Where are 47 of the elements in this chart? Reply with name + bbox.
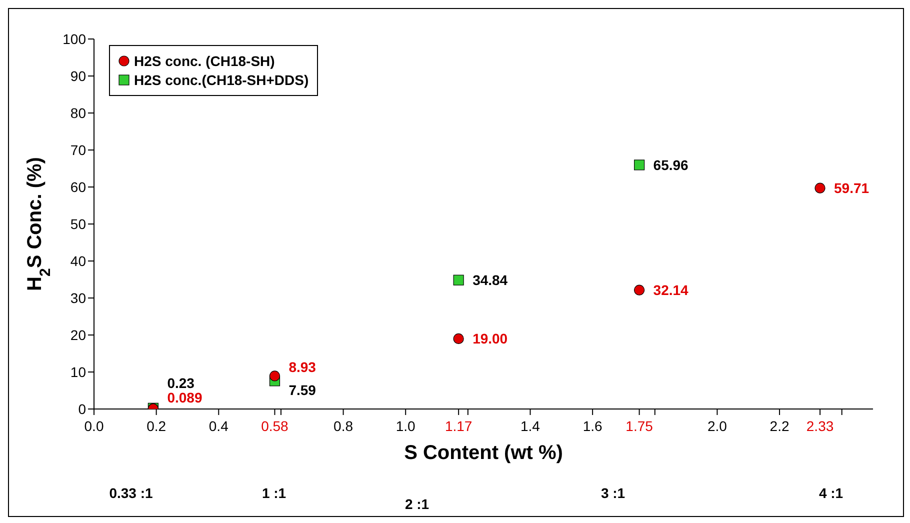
point <box>634 284 645 296</box>
data-label: 19.00 <box>472 330 508 347</box>
text: 1 :1 <box>260 485 288 501</box>
x-tick-label: 0.0 <box>84 418 104 434</box>
y-tick-label: 70 <box>70 142 86 158</box>
point <box>634 160 645 170</box>
y-tick-label: 30 <box>70 290 86 306</box>
y-tick-label: 80 <box>70 104 86 121</box>
x-tick-label: 1.4 <box>520 418 540 434</box>
point <box>453 274 464 286</box>
text: 4 :1 <box>818 485 844 501</box>
point <box>269 370 280 382</box>
data-label: 34.84 <box>472 272 508 288</box>
legend-label: H2S conc. (CH18-SH) <box>134 53 275 69</box>
data-label: 59.71 <box>834 180 870 196</box>
y-tick-label: 10 <box>70 364 86 380</box>
y-tick-label: 60 <box>70 178 86 195</box>
x-tick-label: 2.2 <box>770 418 790 434</box>
text: 0.58 <box>261 418 289 434</box>
y-tick-label: 0 <box>78 400 86 417</box>
data-label: 7.59 <box>288 382 316 398</box>
y-tick-label: 100 <box>62 30 86 47</box>
data-label: 0.089 <box>167 390 202 406</box>
y-tick-label: 20 <box>70 326 86 343</box>
point <box>453 333 464 344</box>
data-label: 65.96 <box>653 156 689 173</box>
data-label: 0.23 <box>167 375 195 392</box>
text: 3 :1 <box>600 485 626 501</box>
text: 1.75 <box>626 418 654 434</box>
y-tick-label: 50 <box>70 216 86 232</box>
text: 2 :1 <box>404 496 430 512</box>
x-axis-title: S Content (wt %) <box>404 442 563 464</box>
x-tick-label: 0.8 <box>334 418 354 434</box>
x-tick-label: 0.4 <box>208 418 229 434</box>
data-label: 32.14 <box>653 282 689 298</box>
text: 0.33 :1 <box>108 485 154 501</box>
y-tick-label: 90 <box>70 68 86 84</box>
x-tick-label: 2.0 <box>707 418 728 434</box>
data-label: 8.93 <box>288 358 316 375</box>
point <box>814 182 826 194</box>
text: 1.17 <box>444 418 472 434</box>
x-tick-label: 1.6 <box>582 418 602 434</box>
x-tick-label: 0.2 <box>146 418 166 434</box>
legend-label: H2S conc.(CH18-SH+DDS) <box>134 72 309 88</box>
x-tick-label: 1.0 <box>396 418 416 434</box>
text: 2.33 <box>806 418 834 434</box>
y-tick-label: 40 <box>70 252 86 269</box>
